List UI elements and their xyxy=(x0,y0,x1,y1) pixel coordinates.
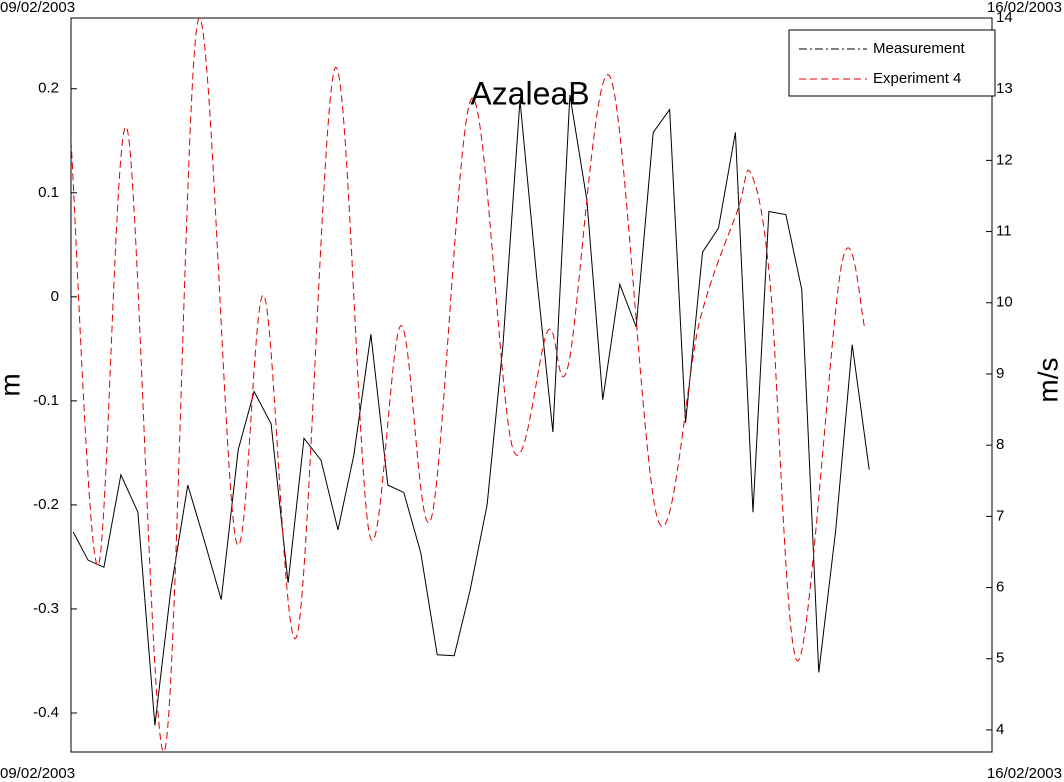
y-tick-label: -0.2 xyxy=(33,496,59,513)
y2-axis-label: m/s xyxy=(1032,357,1063,402)
y-tick-label: -0.1 xyxy=(33,392,59,409)
y2-tick-label: 14 xyxy=(996,9,1013,26)
x-tick-label-top: 16/02/2003 xyxy=(987,0,1062,16)
y2-tick-label: 10 xyxy=(996,294,1013,311)
x-tick-label-top: 09/02/2003 xyxy=(0,0,75,16)
plot-area xyxy=(71,18,870,752)
y2-tick-label: 6 xyxy=(996,579,1004,596)
y2-tick-label: 12 xyxy=(996,151,1013,168)
y-axis-label: m xyxy=(0,373,25,396)
legend-label: Measurement xyxy=(873,40,966,57)
legend-label: Experiment 4 xyxy=(873,70,961,87)
y-tick-label: -0.4 xyxy=(33,704,59,721)
y2-tick-label: 9 xyxy=(996,365,1004,382)
plot-frame xyxy=(70,17,993,753)
x-tick-label: 16/02/2003 xyxy=(987,765,1062,782)
y2-tick-label: 13 xyxy=(996,80,1013,97)
legend-box xyxy=(788,29,996,97)
y2-tick-label: 8 xyxy=(996,436,1004,453)
y-tick-label: 0.1 xyxy=(38,184,59,201)
y2-tick-label: 4 xyxy=(996,721,1004,738)
y2-tick-label: 7 xyxy=(996,507,1004,524)
series-line xyxy=(72,94,870,726)
y2-tick-label: 11 xyxy=(996,223,1012,240)
series-line xyxy=(71,18,866,752)
y-tick-label: -0.3 xyxy=(33,600,59,617)
y2-tick-label: 5 xyxy=(996,650,1004,667)
x-tick-label: 09/02/2003 xyxy=(0,765,75,782)
y-tick-label: 0.2 xyxy=(38,80,59,97)
y-tick-label: 0 xyxy=(51,288,59,305)
